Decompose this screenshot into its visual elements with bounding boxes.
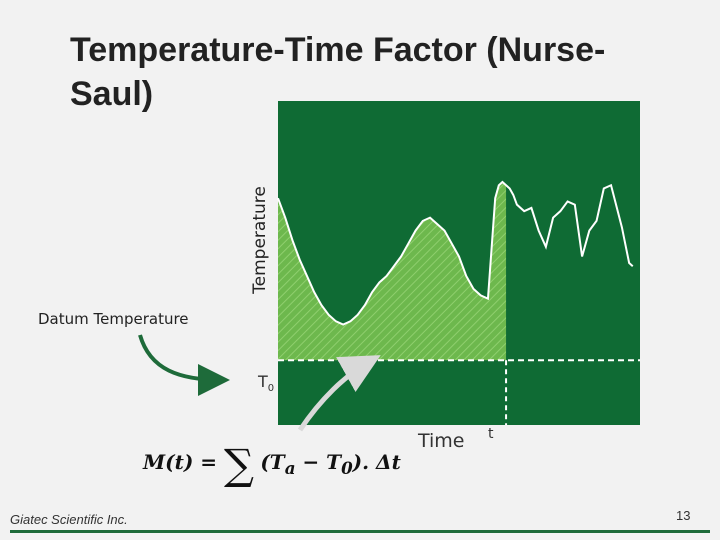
slide-title: Temperature-Time Factor (Nurse-Saul) (70, 31, 606, 113)
formula-rhs: (T (260, 450, 285, 474)
datum-pointer-arrow (138, 334, 230, 396)
maturity-formula: M(t) = ∑ (Ta − T0). Δt (143, 440, 401, 489)
formula-minus: − T (295, 450, 342, 474)
summation-symbol: ∑ (224, 440, 254, 489)
footer-divider (10, 530, 710, 533)
formula-sub-a: a (284, 458, 296, 478)
area-pointer-arrow (297, 355, 381, 432)
y-axis-label: Temperature (250, 186, 270, 294)
footer-company: Giatec Scientific Inc. (10, 512, 128, 527)
page-number: 13 (676, 508, 691, 523)
x-axis-label: Time (418, 430, 465, 452)
temperature-curve (277, 180, 634, 326)
datum-value-label: T0 (258, 372, 275, 395)
cutoff-time-label: t (488, 426, 494, 442)
maturity-area (278, 182, 507, 361)
formula-tail: ). Δt (352, 450, 401, 474)
datum-temperature-label: Datum Temperature (38, 310, 189, 328)
formula-sub-0: 0 (341, 458, 353, 478)
formula-lhs: M(t) = (143, 450, 224, 474)
